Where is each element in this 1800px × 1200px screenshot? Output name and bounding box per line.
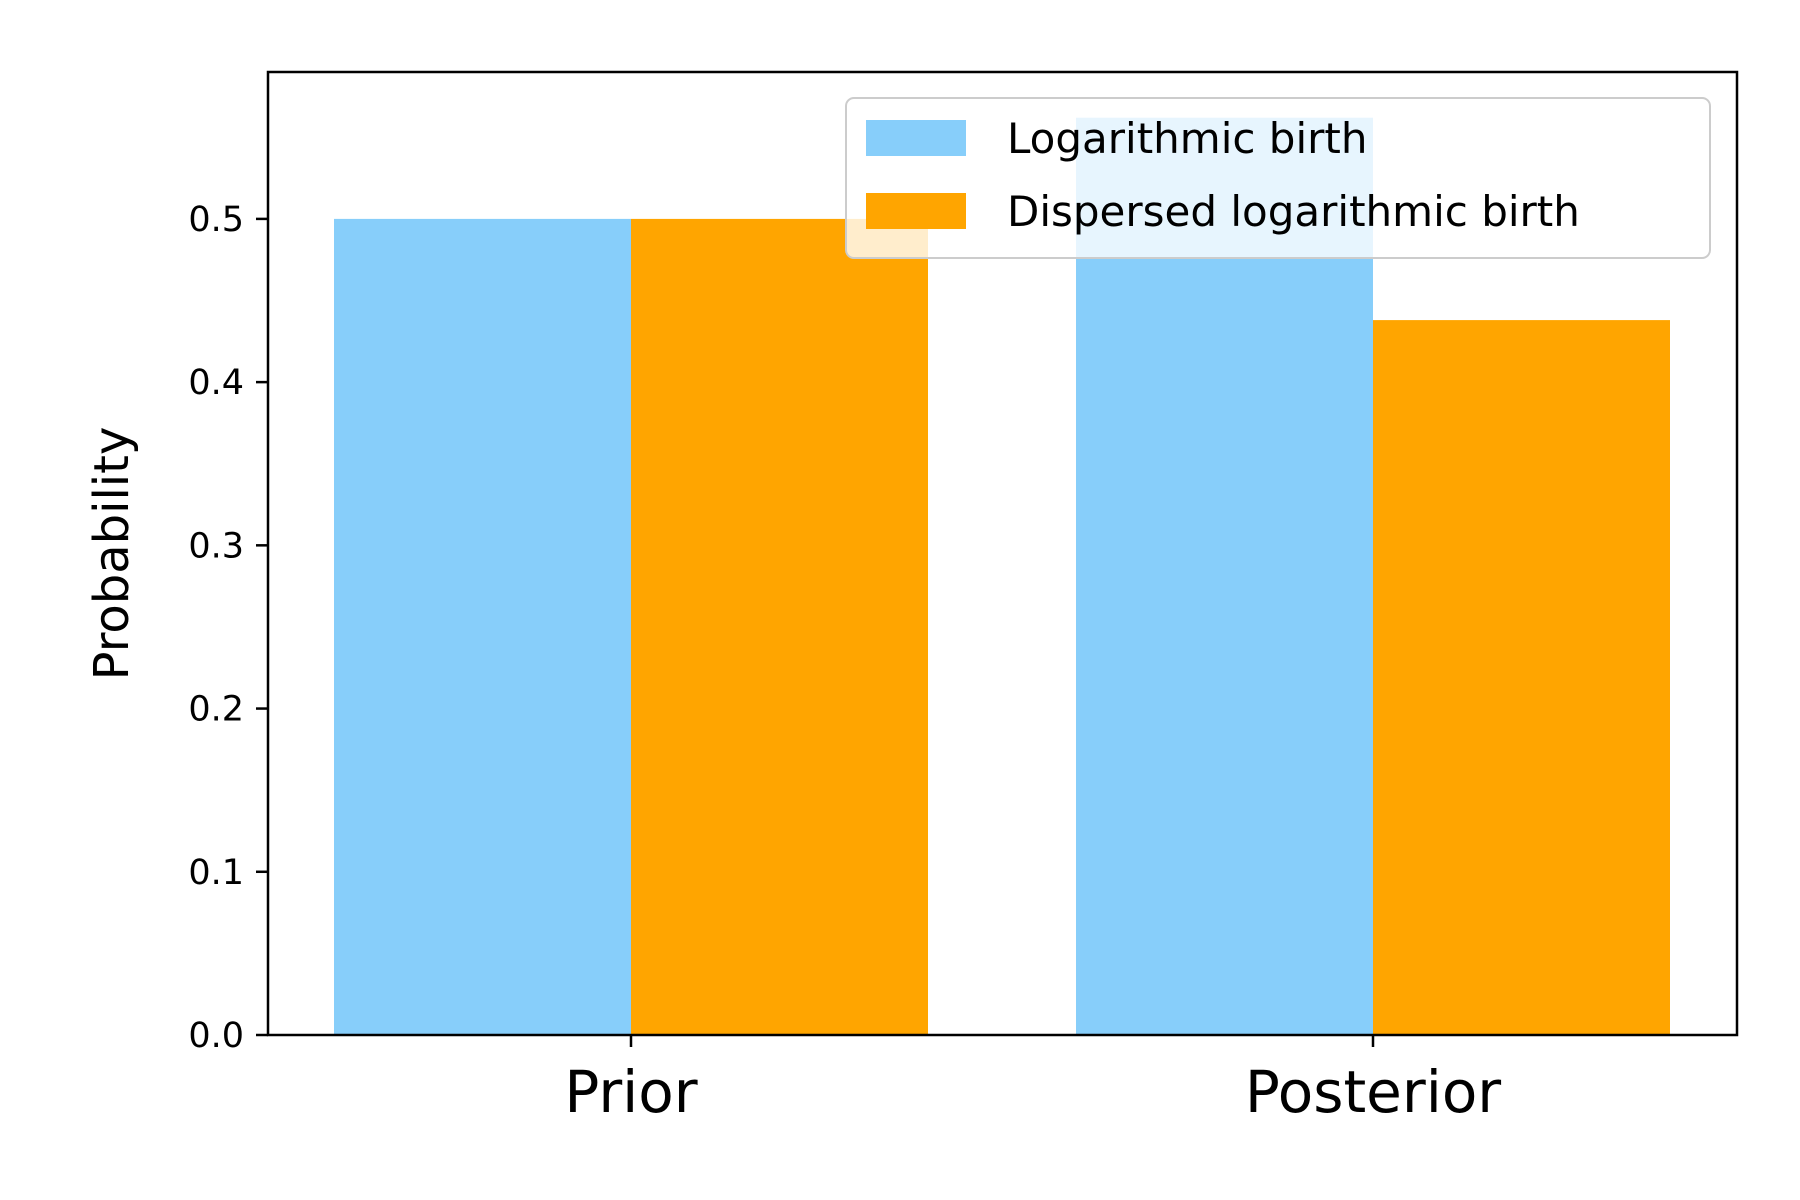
y-tick-label: 0.1 — [188, 853, 244, 893]
legend-swatch — [866, 193, 966, 229]
legend-swatch — [866, 120, 966, 156]
legend-box — [845, 97, 1711, 259]
bar-prior-series-0 — [334, 218, 631, 1035]
x-tick-label: Posterior — [1245, 1058, 1501, 1126]
plot-frame — [266, 70, 1739, 1037]
x-axis-ticks: Prior Posterior — [564, 1035, 1501, 1126]
y-tick-label: 0.5 — [188, 200, 244, 240]
legend: Logarithmic birth Dispersed logarithmic b… — [845, 97, 1711, 259]
y-tick-label: 0.4 — [188, 363, 244, 403]
bar-posterior-series-1 — [1373, 320, 1670, 1035]
y-tick-label: 0.3 — [188, 526, 244, 566]
bar-prior-series-1 — [631, 218, 928, 1035]
x-tick-label: Prior — [564, 1058, 697, 1126]
legend-label: Dispersed logarithmic birth — [1007, 187, 1580, 236]
legend-label: Logarithmic birth — [1007, 114, 1368, 163]
y-axis-ticks: 0.0 0.1 0.2 0.3 0.4 0.5 — [188, 200, 268, 1056]
bar-posterior-series-0 — [1076, 117, 1373, 1035]
y-axis-label: Probability — [84, 427, 140, 681]
y-tick-label: 0.2 — [188, 690, 244, 730]
bars-group — [334, 117, 1670, 1035]
y-tick-label: 0.0 — [188, 1016, 244, 1056]
